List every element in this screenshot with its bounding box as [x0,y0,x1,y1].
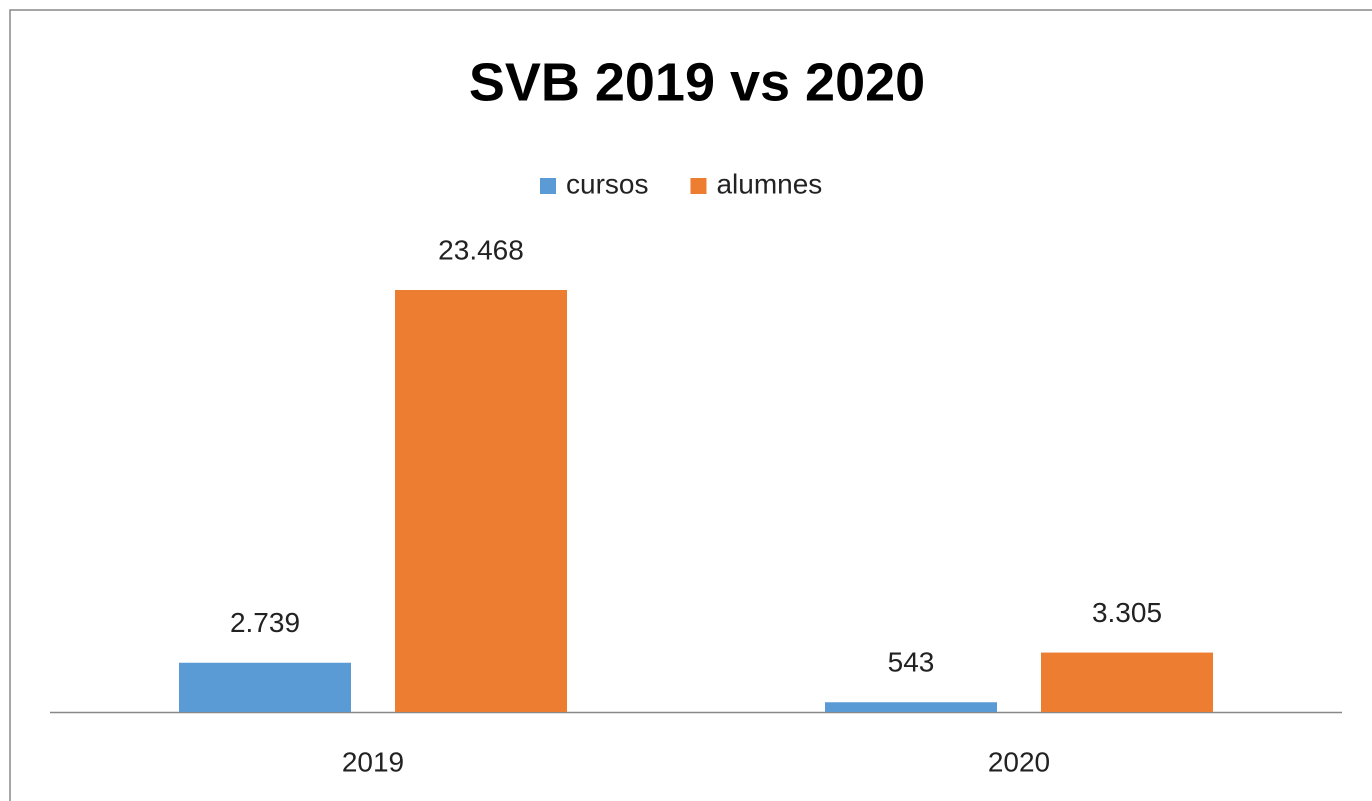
bar [825,702,997,712]
bar [395,290,567,712]
x-tick-label: 2019 [342,746,404,777]
x-tick-label: 2020 [988,746,1050,777]
chart-title: SVB 2019 vs 2020 [469,52,925,112]
bar [1041,652,1213,712]
value-label: 543 [888,647,935,678]
legend-label: cursos [566,168,648,199]
legend-swatch [540,178,556,194]
value-label: 23.468 [438,234,524,265]
bar [179,662,351,712]
legend-label: alumnes [716,168,822,199]
legend-swatch [690,178,707,194]
value-label: 2.739 [230,607,300,638]
value-label: 3.305 [1092,597,1162,628]
